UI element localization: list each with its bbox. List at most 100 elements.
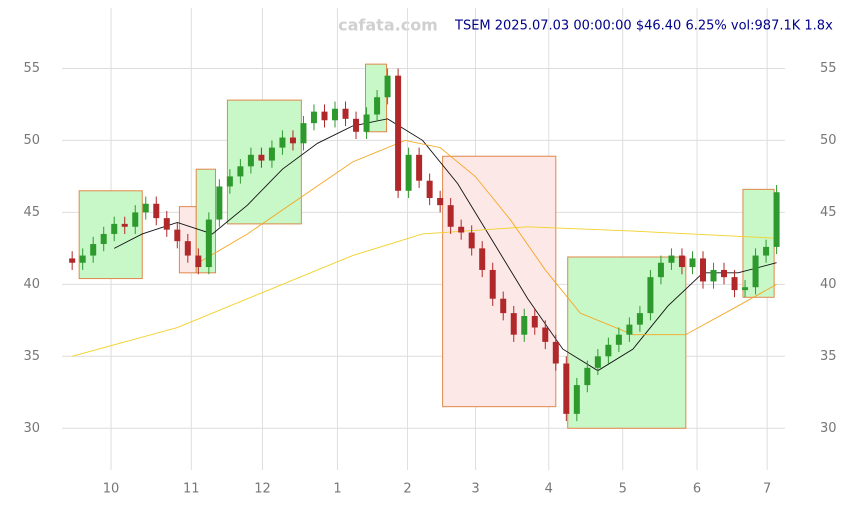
x-tick-label: 5 <box>619 482 627 497</box>
chart-title: TSEM 2025.07.03 00:00:00 $46.40 6.25% vo… <box>454 19 833 34</box>
y-tick-label: 50 <box>23 133 40 148</box>
candle-body <box>689 258 696 268</box>
candle-body <box>69 258 76 263</box>
candle-body <box>552 341 559 364</box>
y-tick-label-right: 40 <box>820 277 837 292</box>
candle-body <box>289 137 296 144</box>
candle-body <box>657 262 664 278</box>
candle-body <box>405 154 412 191</box>
x-tick-label: 11 <box>183 482 200 497</box>
candle-body <box>521 316 528 335</box>
range-box <box>442 155 557 408</box>
candle-body <box>363 114 370 132</box>
candle-body <box>353 118 360 132</box>
x-tick-label: 3 <box>471 482 479 497</box>
x-tick-label: 10 <box>103 482 120 497</box>
candle-body <box>573 385 580 414</box>
candle-body <box>258 154 265 161</box>
x-tick-label: 4 <box>545 482 553 497</box>
candle-body <box>79 255 86 263</box>
candle-body <box>647 277 654 314</box>
candle-body <box>773 192 780 247</box>
candle-body <box>332 108 339 121</box>
candle-body <box>205 219 212 268</box>
candle-body <box>542 327 549 342</box>
candle-body <box>752 255 759 288</box>
range-box <box>226 99 302 225</box>
candle-body <box>699 258 706 282</box>
candle-body <box>426 180 433 198</box>
candle-body <box>395 75 402 191</box>
candle-body <box>510 313 517 335</box>
candle-body <box>226 176 233 187</box>
candle-body <box>468 232 475 249</box>
candle-body <box>184 241 191 256</box>
x-tick-label: 1 <box>333 482 341 497</box>
candle-body <box>416 154 423 181</box>
candle-body <box>626 324 633 335</box>
candle-body <box>153 203 160 219</box>
candle-body <box>268 147 275 161</box>
candle-body <box>342 108 349 119</box>
candle-body <box>615 334 622 345</box>
y-tick-label: 40 <box>23 277 40 292</box>
watermark: cafata.com <box>338 16 438 35</box>
candle-body <box>742 287 749 291</box>
candle-body <box>142 203 149 213</box>
candle-body <box>636 313 643 325</box>
candle-body <box>300 123 307 144</box>
moving-average <box>72 226 777 357</box>
candle-body <box>531 316 538 328</box>
y-tick-label-right: 35 <box>820 349 837 364</box>
candle-body <box>437 197 444 206</box>
candle-body <box>731 277 738 291</box>
candle-body <box>479 248 486 270</box>
candle-body <box>247 154 254 167</box>
candle-body <box>763 246 770 256</box>
candle-body <box>594 356 601 368</box>
candle-body <box>100 233 107 245</box>
y-tick-label: 55 <box>23 61 40 76</box>
candle-body <box>563 363 570 414</box>
candle-body <box>374 97 381 115</box>
candle-body <box>163 218 170 230</box>
candle-body <box>500 298 507 314</box>
candle-body <box>174 229 181 242</box>
x-tick-label: 6 <box>693 482 701 497</box>
candle-body <box>195 255 202 268</box>
candle-body <box>121 223 128 227</box>
candle-body <box>237 166 244 177</box>
y-tick-label-right: 30 <box>820 421 837 436</box>
y-tick-label: 35 <box>23 349 40 364</box>
candle-body <box>279 137 286 148</box>
x-tick-label: 2 <box>403 482 411 497</box>
y-tick-label-right: 50 <box>820 133 837 148</box>
y-tick-label: 30 <box>23 421 40 436</box>
candle-body <box>489 269 496 299</box>
candle-body <box>458 226 465 233</box>
range-box <box>567 256 687 429</box>
moving-average <box>114 118 777 372</box>
y-tick-label: 45 <box>23 205 40 220</box>
candle-body <box>678 255 685 268</box>
candle-body <box>321 111 328 121</box>
x-tick-label: 12 <box>254 482 271 497</box>
candle-body <box>216 186 223 220</box>
x-tick-label: 7 <box>763 482 771 497</box>
candle-body <box>310 111 317 124</box>
candle-body <box>132 212 139 227</box>
candle-body <box>90 244 97 256</box>
candle-body <box>384 75 391 98</box>
candle-body <box>710 269 717 282</box>
range-box <box>78 190 143 280</box>
candle-body <box>584 367 591 386</box>
y-tick-label-right: 55 <box>820 61 837 76</box>
candle-body <box>447 205 454 227</box>
candle-body <box>721 269 728 278</box>
candle-body <box>111 223 118 234</box>
y-tick-label-right: 45 <box>820 205 837 220</box>
candle-body <box>668 255 675 263</box>
candle-body <box>605 344 612 357</box>
moving-average <box>198 139 777 336</box>
